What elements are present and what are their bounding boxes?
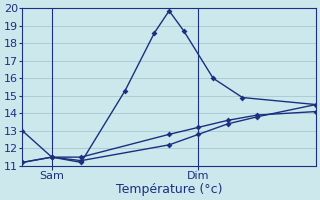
X-axis label: Température (°c): Température (°c): [116, 183, 222, 196]
